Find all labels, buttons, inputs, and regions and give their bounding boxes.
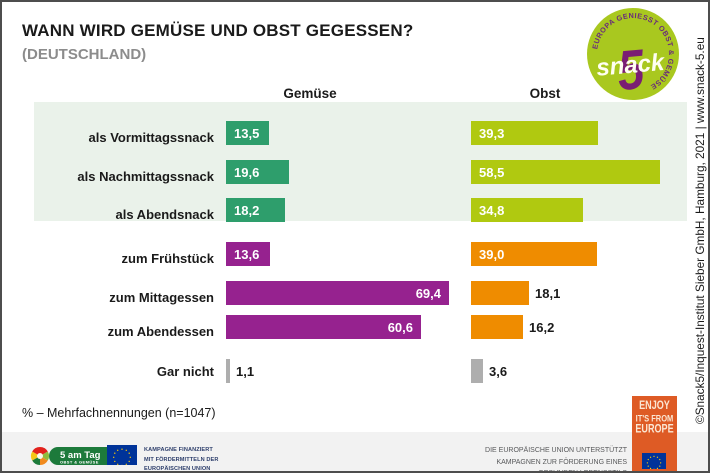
svg-text:OBST & GEMÜSE: OBST & GEMÜSE (60, 459, 99, 464)
